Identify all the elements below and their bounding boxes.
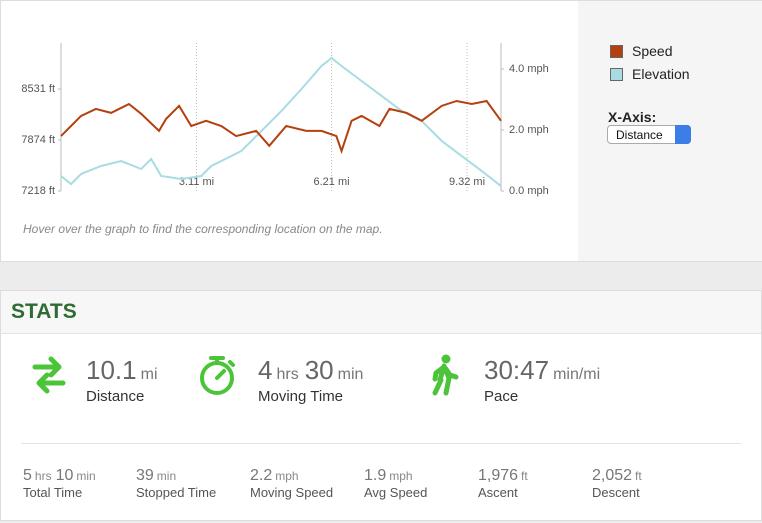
timer-icon — [200, 356, 235, 395]
stat-unit: hrs — [276, 366, 299, 383]
stats-header — [1, 291, 761, 334]
y2-tick-label: 0.0 mph — [509, 185, 549, 197]
stat-value: 2.2 mph — [250, 467, 333, 485]
stat: 5 hrs 10 min Total Time — [23, 467, 100, 500]
stat-number: 2,052 — [592, 467, 633, 484]
stat-label: Total Time — [23, 485, 83, 500]
stat-number: 5 — [23, 467, 32, 484]
stat-number: 1.9 — [364, 467, 387, 484]
legend-item: Speed — [610, 43, 672, 59]
stat-unit: mph — [275, 469, 299, 483]
hover-note: Hover over the graph to find the corresp… — [23, 222, 383, 236]
stat: 1.9 mph Avg Speed — [364, 467, 427, 500]
x-tick-label: 9.32 mi — [449, 176, 485, 188]
stat-number: 10 — [55, 467, 74, 484]
stat-unit: hrs — [34, 469, 52, 483]
stat: 39 min Stopped Time — [136, 467, 216, 500]
y-tick-label: 7218 ft — [21, 185, 55, 197]
divider — [21, 443, 741, 444]
distance-icon — [32, 356, 66, 394]
y2-tick-label: 4.0 mph — [509, 63, 549, 75]
stat-label: Distance — [86, 388, 145, 405]
stat: 30:47 min/mi Pace — [484, 355, 606, 405]
stat-unit: min — [337, 366, 364, 383]
stat-label: Pace — [484, 388, 519, 405]
stat: 1,976 ft Ascent — [478, 467, 532, 500]
stat: 2,052 ft Descent — [592, 467, 646, 500]
stats-card: STATS 10.1 mi Distance 4 hrs 30 min Moving Time… — [0, 290, 762, 521]
legend-label: Elevation — [632, 66, 690, 82]
stat-label: Moving Speed — [250, 485, 334, 500]
stat: 2.2 mph Moving Speed — [250, 467, 333, 500]
stat-value: 2,052 ft — [592, 467, 646, 485]
stat-label: Avg Speed — [364, 485, 428, 500]
stat-unit: ft — [635, 469, 642, 483]
stat-value: 4 hrs 30 min — [258, 355, 369, 386]
stat-value: 10.1 mi — [86, 355, 164, 386]
y2-tick-label: 2.0 mph — [509, 124, 549, 136]
stat-value: 1.9 mph — [364, 467, 427, 485]
legend-item: Elevation — [610, 66, 690, 82]
stat-label: Ascent — [478, 485, 518, 500]
legend-panel: X-Axis: Distance Speed Elevation — [578, 1, 762, 261]
stat-number: 30:47 — [484, 355, 550, 385]
stat: 4 hrs 30 min Moving Time — [258, 355, 369, 405]
stat: 10.1 mi Distance — [86, 355, 164, 405]
stat-value: 5 hrs 10 min — [23, 467, 100, 485]
stat-label: Stopped Time — [136, 485, 217, 500]
legend-label: Speed — [632, 43, 673, 59]
stat-unit: mph — [389, 469, 413, 483]
chart-card: 3.11 mi 6.21 mi 9.32 mi 7218 ft 7874 ft 8531 … — [0, 0, 762, 262]
stat-label: Moving Time — [258, 388, 344, 405]
select-value: Distance — [616, 128, 663, 142]
stat-unit: ft — [521, 469, 528, 483]
stat-number: 39 — [136, 467, 154, 484]
legend-swatch — [610, 44, 623, 58]
stat-unit: min/mi — [553, 366, 601, 383]
x-tick-label: 6.21 mi — [313, 176, 349, 188]
stat-number: 10.1 — [86, 355, 137, 385]
y-tick-label: 8531 ft — [21, 83, 55, 95]
y-tick-label: 7874 ft — [21, 134, 55, 146]
legend-swatch — [610, 67, 623, 81]
x-axis-label: X-Axis: — [608, 109, 657, 125]
stat-number: 1,976 — [478, 467, 519, 484]
stat-unit: min — [76, 469, 96, 483]
stat-value: 39 min — [136, 467, 216, 485]
stat-value: 30:47 min/mi — [484, 355, 606, 386]
stat-unit: mi — [140, 366, 158, 383]
walk-icon — [432, 354, 459, 396]
stat-number: 4 — [258, 355, 273, 385]
stat-unit: min — [156, 469, 177, 483]
stats-title: STATS — [11, 300, 77, 323]
series-line — [60, 99, 502, 155]
stat-value: 1,976 ft — [478, 467, 532, 485]
x-axis-select[interactable]: Distance — [607, 125, 691, 144]
stat-number: 30 — [304, 355, 334, 385]
stat-label: Descent — [592, 485, 640, 500]
select-arrow[interactable] — [675, 125, 691, 144]
series-line — [60, 56, 502, 187]
stat-number: 2.2 — [250, 467, 273, 484]
